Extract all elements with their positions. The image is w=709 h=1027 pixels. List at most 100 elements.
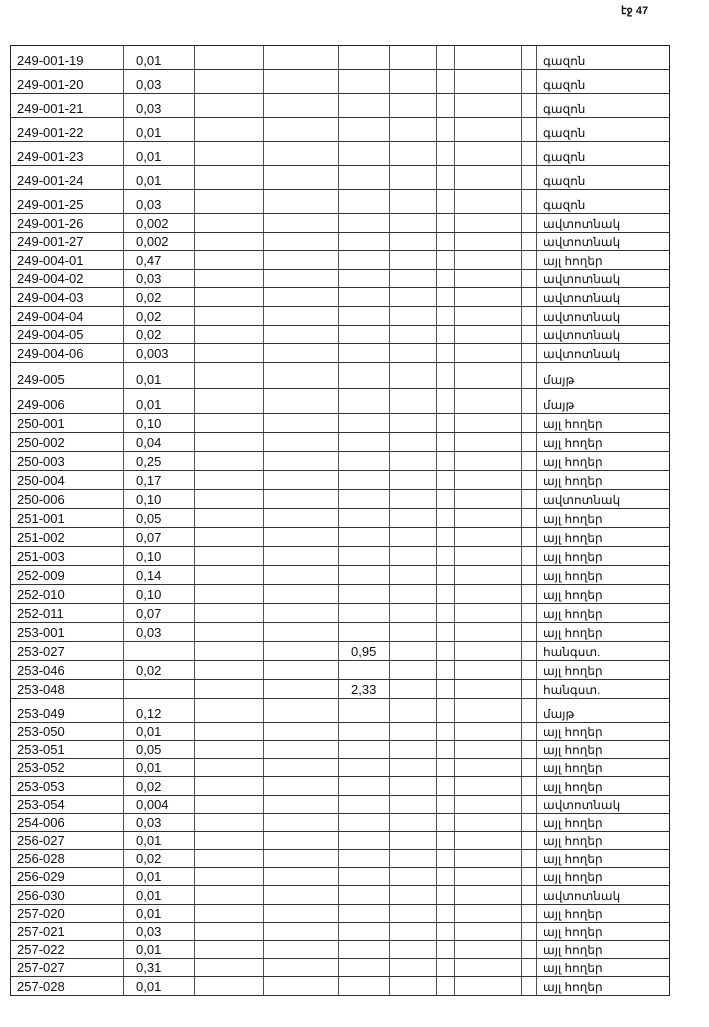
empty-cell xyxy=(194,565,263,584)
area-value-cell: 0,10 xyxy=(123,413,194,432)
empty-cell xyxy=(436,941,454,959)
table-row: 249-004-04 0,02 ավտոտնակ xyxy=(11,306,669,326)
empty-cell xyxy=(436,306,454,325)
empty-cell xyxy=(436,432,454,451)
recreation-area-value-cell xyxy=(338,388,389,413)
recreation-area-value-cell xyxy=(338,868,389,886)
empty-cell xyxy=(263,546,338,565)
empty-cell xyxy=(263,413,338,432)
empty-cell xyxy=(454,813,521,831)
empty-cell xyxy=(454,142,521,165)
empty-cell xyxy=(389,190,436,213)
empty-cell xyxy=(389,831,436,850)
parcel-code-cell: 251-003 xyxy=(17,548,65,564)
empty-cell xyxy=(389,451,436,470)
land-use-type-cell: այլ հողեր xyxy=(536,584,669,603)
empty-cell xyxy=(263,641,338,660)
recreation-area-value-cell xyxy=(338,70,389,93)
area-value-cell: 0,03 xyxy=(123,70,194,93)
empty-cell xyxy=(436,232,454,251)
table-row: 249-001-26 0,002 ավտոտնակ xyxy=(11,214,669,233)
recreation-area-value-cell xyxy=(338,451,389,470)
area-value-cell: 0,10 xyxy=(123,584,194,603)
empty-cell xyxy=(454,94,521,117)
land-use-type-cell: այլ հողեր xyxy=(536,413,669,432)
empty-cell xyxy=(454,432,521,451)
parcel-code-cell: 253-049 xyxy=(17,705,65,721)
area-value-cell: 0,14 xyxy=(123,565,194,584)
empty-cell xyxy=(454,362,521,388)
empty-cell xyxy=(521,603,536,622)
empty-cell xyxy=(389,232,436,251)
empty-cell xyxy=(263,603,338,622)
parcel-code-cell: 257-021 xyxy=(17,924,65,939)
area-value-cell: 0,03 xyxy=(123,190,194,213)
empty-cell xyxy=(194,622,263,641)
empty-cell xyxy=(436,527,454,546)
table-row: 256-028 0,02 այլ հողեր xyxy=(11,850,669,869)
empty-cell xyxy=(194,362,263,388)
area-value-cell: 0,10 xyxy=(123,546,194,565)
empty-cell xyxy=(521,813,536,831)
empty-cell xyxy=(521,904,536,922)
empty-cell xyxy=(521,868,536,886)
land-use-type-cell: այլ հողեր xyxy=(536,813,669,831)
table-row: 249-001-19 0,01 գազոն xyxy=(11,46,669,70)
empty-cell xyxy=(263,886,338,904)
empty-cell xyxy=(436,325,454,344)
recreation-area-value-cell xyxy=(338,886,389,904)
empty-cell xyxy=(389,508,436,527)
table-row: 254-006 0,03 այլ հողեր xyxy=(11,813,669,832)
table-row: 251-003 0,10 այլ հողեր xyxy=(11,546,669,566)
empty-cell xyxy=(521,641,536,660)
parcel-code-cell: 249-004-02 xyxy=(17,271,84,287)
recreation-area-value-cell xyxy=(338,46,389,69)
table-row: 249-005 0,01 մայթ xyxy=(11,362,669,389)
table-row: 249-006 0,01 մայթ xyxy=(11,388,669,414)
land-use-type-cell: այլ հողեր xyxy=(536,759,669,777)
parcel-code-cell: 253-050 xyxy=(17,723,65,739)
empty-cell xyxy=(263,142,338,165)
empty-cell xyxy=(194,641,263,660)
table-row: 250-004 0,17 այլ հողեր xyxy=(11,470,669,490)
table-row: 249-004-06 0,003 ավտոտնակ xyxy=(11,344,669,363)
parcel-code-cell: 249-004-03 xyxy=(17,289,84,305)
empty-cell xyxy=(263,527,338,546)
parcel-code-cell: 253-048 xyxy=(17,681,65,697)
empty-cell xyxy=(194,166,263,189)
recreation-area-value-cell xyxy=(338,251,389,269)
land-use-type-cell: ավտոտնակ xyxy=(536,344,669,362)
empty-cell xyxy=(263,190,338,213)
recreation-area-value-cell xyxy=(338,232,389,251)
parcel-code-cell: 249-001-24 xyxy=(17,173,84,188)
recreation-area-value-cell xyxy=(338,142,389,165)
land-use-type-cell: այլ հողեր xyxy=(536,868,669,886)
empty-cell xyxy=(521,451,536,470)
empty-cell xyxy=(436,546,454,565)
empty-cell xyxy=(521,46,536,69)
area-value-cell: 0,01 xyxy=(123,977,194,995)
recreation-area-value-cell xyxy=(338,508,389,527)
empty-cell xyxy=(263,740,338,759)
empty-cell xyxy=(389,46,436,69)
recreation-area-value-cell xyxy=(338,306,389,325)
empty-cell xyxy=(436,660,454,679)
table-row: 249-004-03 0,02 ավտոտնակ xyxy=(11,288,669,307)
parcel-code-cell: 249-005 xyxy=(17,371,65,387)
empty-cell xyxy=(454,795,521,813)
area-value-cell: 0,12 xyxy=(123,698,194,722)
empty-cell xyxy=(194,508,263,527)
empty-cell xyxy=(263,850,338,868)
land-use-type-cell: գազոն xyxy=(536,166,669,189)
empty-cell xyxy=(194,344,263,362)
table-row: 253-046 0,02 այլ հողեր xyxy=(11,660,669,680)
table-row: 253-027 0,95 հանգստ. xyxy=(11,641,669,661)
empty-cell xyxy=(521,470,536,489)
empty-cell xyxy=(436,759,454,777)
empty-cell xyxy=(194,251,263,269)
empty-cell xyxy=(436,142,454,165)
empty-cell xyxy=(436,288,454,306)
table-row: 249-004-05 0,02 ավտոտնակ xyxy=(11,325,669,345)
empty-cell xyxy=(389,698,436,722)
area-value-cell: 0,01 xyxy=(123,831,194,850)
